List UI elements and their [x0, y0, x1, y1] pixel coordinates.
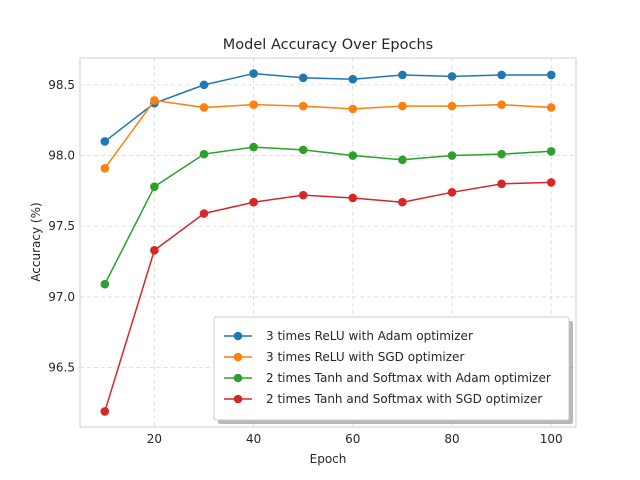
legend-box — [213, 316, 570, 421]
y-tick-label: 97.0 — [48, 290, 75, 304]
x-tick-label: 40 — [246, 432, 261, 446]
x-tick-label: 100 — [540, 432, 563, 446]
data-point — [447, 188, 457, 197]
data-point — [348, 193, 358, 203]
legend-item: 2 times Tanh and Softmax with Adam optim… — [224, 371, 551, 385]
series-line — [104, 99, 552, 169]
data-point — [199, 103, 209, 112]
legend-marker — [233, 373, 243, 383]
data-point — [546, 70, 556, 80]
data-point — [398, 197, 407, 207]
data-point — [398, 155, 407, 165]
data-point — [497, 179, 506, 189]
data-point — [447, 101, 457, 111]
data-point — [348, 104, 358, 114]
data-point — [298, 145, 308, 155]
y-tick-label: 97.5 — [48, 219, 75, 233]
data-point — [298, 190, 308, 200]
data-point — [100, 279, 110, 289]
data-point — [298, 73, 308, 83]
legend-label: 2 times Tanh and Softmax with SGD optimi… — [266, 392, 542, 406]
chart-title: Model Accuracy Over Epochs — [223, 37, 433, 53]
data-point — [398, 70, 407, 80]
legend-marker — [233, 394, 243, 404]
data-point — [249, 142, 258, 152]
data-point — [150, 96, 159, 105]
data-point — [546, 103, 556, 112]
legend-item: 2 times Tanh and Softmax with SGD optimi… — [224, 392, 542, 406]
plot-frame — [79, 57, 577, 428]
y-tick-label: 98.0 — [48, 149, 75, 163]
y-tick-label: 96.5 — [48, 361, 75, 375]
data-point — [497, 70, 506, 80]
series-line — [104, 72, 552, 143]
x-tick-label: 20 — [147, 432, 162, 446]
x-axis-label: Epoch — [310, 452, 347, 466]
data-point — [100, 137, 110, 146]
data-point — [447, 72, 457, 81]
y-axis-label: Accuracy (%) — [29, 202, 43, 281]
data-point — [199, 149, 209, 159]
legend-label: 2 times Tanh and Softmax with Adam optim… — [266, 371, 551, 385]
data-point — [497, 100, 506, 109]
x-tick-label: 80 — [444, 432, 459, 446]
series-3 — [100, 142, 556, 289]
data-point — [150, 182, 159, 191]
legend-marker — [233, 352, 243, 362]
data-point — [100, 163, 110, 173]
y-tick-label: 98.5 — [48, 78, 75, 92]
data-point — [199, 80, 209, 90]
data-point — [150, 245, 159, 255]
series-line — [104, 181, 552, 412]
legend: 3 times ReLU with Adam optimizer 3 times … — [213, 316, 573, 424]
data-point — [100, 407, 110, 416]
data-point — [199, 209, 209, 218]
data-point — [348, 74, 358, 84]
data-point — [348, 151, 358, 160]
legend-item: 3 times ReLU with SGD optimizer — [224, 350, 464, 364]
legend-label: 3 times ReLU with Adam optimizer — [266, 329, 473, 343]
data-point — [447, 151, 457, 160]
data-point — [249, 197, 258, 207]
data-point — [546, 147, 556, 156]
y-axis-ticks: 96.5 97.0 97.5 98.0 98.5 — [48, 78, 75, 375]
x-tick-label: 60 — [345, 432, 360, 446]
series-4 — [100, 178, 556, 416]
series-2 — [100, 96, 556, 173]
series-layer — [100, 69, 556, 416]
data-point — [546, 178, 556, 187]
data-point — [298, 101, 308, 111]
data-point — [497, 149, 506, 159]
data-point — [249, 100, 258, 109]
data-point — [398, 101, 407, 111]
series-line — [104, 146, 552, 285]
x-axis-ticks: 20 40 60 80 100 — [147, 432, 563, 446]
legend-label: 3 times ReLU with SGD optimizer — [266, 350, 464, 364]
legend-item: 3 times ReLU with Adam optimizer — [224, 329, 473, 343]
data-point — [249, 69, 258, 78]
legend-marker — [233, 331, 243, 341]
